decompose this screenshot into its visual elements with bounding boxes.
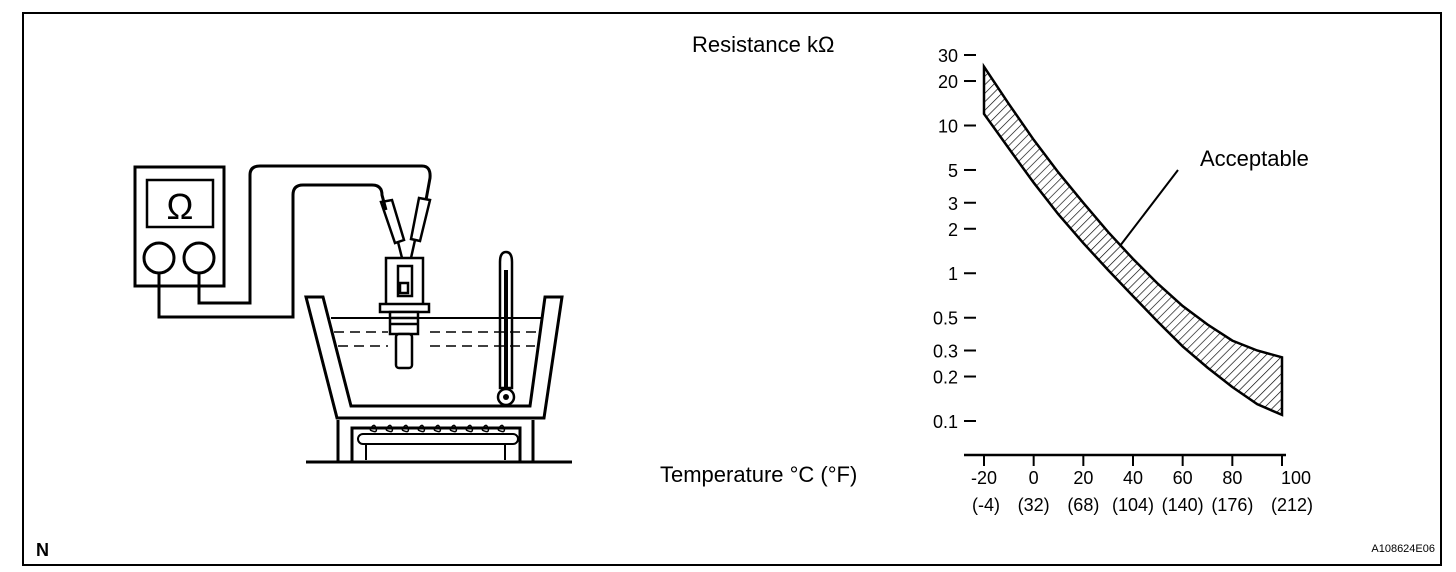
acceptable-label: Acceptable [1200, 146, 1309, 171]
y-tick-label: 10 [938, 116, 958, 136]
figure-frame [22, 12, 1442, 566]
heater-stand [306, 420, 572, 464]
y-tick-label: 0.5 [933, 309, 958, 329]
test-probes [379, 196, 432, 259]
corner-mark: N [36, 540, 49, 560]
x-tick-label-fahrenheit: (-4) [972, 495, 1000, 515]
x-tick-label-fahrenheit: (68) [1067, 495, 1099, 515]
x-tick-label-fahrenheit: (104) [1112, 495, 1154, 515]
ohm-symbol: Ω [167, 186, 194, 227]
y-tick-label: 3 [948, 194, 958, 214]
figure-code: A108624E06 [1371, 543, 1435, 555]
test-leads [157, 164, 432, 319]
coolant-temperature-sensor [378, 256, 431, 370]
x-tick-label-fahrenheit: (176) [1211, 495, 1253, 515]
y-tick-label: 0.1 [933, 412, 958, 432]
x-tick-label: 20 [1073, 468, 1093, 488]
ohmmeter [133, 165, 226, 288]
flames [369, 424, 506, 433]
y-tick-label: 0.3 [933, 342, 958, 362]
x-tick-label-fahrenheit: (32) [1018, 495, 1050, 515]
test-setup-illustration [133, 164, 572, 464]
x-tick-label-fahrenheit: (212) [1271, 495, 1313, 515]
x-tick-label: 0 [1029, 468, 1039, 488]
y-tick-label: 5 [948, 161, 958, 181]
resistance-chart: Resistance kΩ Temperature °C (°F) Accept… [660, 32, 1313, 515]
x-tick-label-fahrenheit: (140) [1162, 495, 1204, 515]
x-tick-label: 80 [1222, 468, 1242, 488]
acceptable-leader-line [1119, 169, 1179, 246]
y-tick-label: 0.2 [933, 368, 958, 388]
x-axis-ticks: -20 (-4) 0 (32) 20 (68) 40 (104) 60 (140) 80 (176) 1… [971, 455, 1313, 515]
y-tick-label: 1 [948, 264, 958, 284]
y-tick-label: 30 [938, 46, 958, 66]
x-tick-label: 100 [1281, 468, 1311, 488]
x-axis-title: Temperature °C (°F) [660, 462, 857, 487]
y-tick-label: 20 [938, 72, 958, 92]
y-tick-label: 2 [948, 220, 958, 240]
ohmmeter-display [145, 178, 215, 229]
thermometer [496, 250, 516, 407]
x-tick-label: -20 [971, 468, 997, 488]
x-tick-label: 60 [1173, 468, 1193, 488]
acceptable-band [982, 62, 1284, 417]
y-axis-ticks: 0.1 0.2 0.3 0.5 1 2 3 5 10 20 30 [933, 46, 976, 432]
y-axis-title: Resistance kΩ [692, 32, 834, 57]
x-tick-label: 40 [1123, 468, 1143, 488]
water-container [304, 295, 564, 420]
